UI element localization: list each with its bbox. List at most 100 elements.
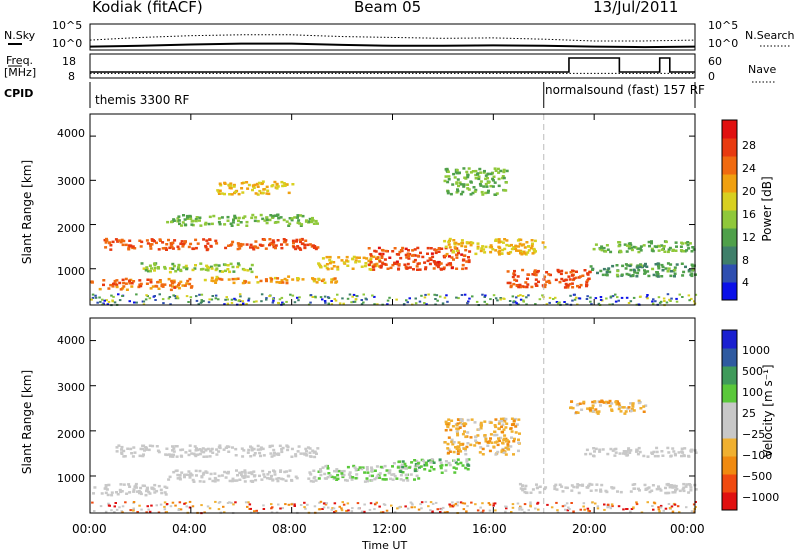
velocity-panel-cell	[180, 471, 184, 474]
power-panel-cell	[336, 293, 339, 296]
power-panel-cell	[651, 300, 654, 303]
velocity-panel-cell	[390, 504, 393, 507]
power-panel-cell	[332, 261, 336, 264]
power-panel-cell	[270, 278, 274, 281]
power-panel-cell	[516, 239, 520, 242]
velocity-panel-cell	[327, 506, 330, 509]
power-panel-cell	[646, 294, 649, 296]
velocity-panel-cell	[413, 469, 417, 473]
power-panel-cell	[217, 220, 221, 224]
velocity-panel-cell	[188, 444, 192, 447]
power-panel-cell	[190, 223, 194, 226]
velocity-panel-cell	[119, 483, 123, 486]
velocity-panel-cell	[424, 461, 428, 464]
velocity-panel-cell	[322, 502, 326, 505]
power-panel-cell	[397, 268, 400, 271]
power-panel-cell	[423, 296, 427, 299]
velocity-panel-cell	[473, 444, 477, 447]
power-panel-cell	[485, 185, 489, 188]
power-panel-cell	[415, 265, 419, 268]
velocity-panel-cell	[529, 491, 533, 494]
power-panel-cell	[352, 300, 355, 303]
power-panel-cell	[239, 295, 242, 298]
power-panel-cell	[233, 214, 237, 218]
power-panel-cell	[516, 275, 520, 278]
velocity-panel-cell	[139, 486, 143, 490]
power-panel-cell	[182, 214, 185, 217]
velocity-panel-cell	[374, 476, 378, 480]
velocity-panel-cell	[587, 484, 591, 487]
velocity-panel-cell	[225, 446, 228, 449]
velocity-panel-cell	[646, 501, 649, 504]
velocity-panel-cell	[494, 509, 497, 512]
velocity-panel-cell	[478, 451, 482, 454]
velocity-panel-cell	[401, 460, 405, 463]
velocity-panel-cell	[609, 507, 612, 510]
velocity-panel-cell	[308, 451, 312, 455]
power-panel-cell	[631, 274, 635, 278]
power-panel-cell	[275, 182, 279, 186]
velocity-panel-cell	[484, 437, 488, 441]
power-panel-cell	[364, 297, 367, 300]
power-panel-cell	[421, 255, 425, 259]
power-panel-cell	[117, 239, 121, 242]
power-panel-cell	[252, 248, 256, 251]
velocity-panel-cell	[195, 447, 198, 450]
power-panel-cell	[660, 248, 664, 251]
velocity-panel-cell	[340, 507, 343, 510]
velocity-panel-cell	[447, 461, 451, 465]
power-panel-cell	[181, 221, 185, 224]
velocity-panel-cell	[444, 460, 448, 463]
velocity-panel-cell	[624, 410, 628, 413]
x-tick: 20:00	[572, 522, 607, 536]
velocity-panel-cell	[509, 445, 513, 448]
velocity-panel-cell	[321, 466, 325, 469]
velocity-panel-cell	[321, 508, 324, 510]
power-panel-cell	[269, 242, 273, 246]
velocity-panel-cell	[598, 450, 602, 453]
power-panel-cell	[189, 215, 192, 219]
power-panel-cell	[448, 246, 452, 249]
power-panel-cell	[276, 239, 280, 242]
velocity-panel-cell	[138, 454, 142, 458]
velocity-panel-cell	[209, 450, 213, 453]
power-panel-cell	[243, 215, 247, 218]
velocity-panel-cell	[570, 484, 574, 487]
velocity-panel-cell	[454, 446, 457, 449]
velocity-panel-cell	[253, 452, 257, 455]
velocity-panel-cell	[689, 450, 693, 453]
freq-tick-top: 18	[62, 55, 76, 68]
power-panel-cell	[271, 216, 275, 219]
velocity-panel-cell	[371, 474, 374, 478]
power-panel-cell	[643, 269, 646, 272]
velocity-panel-cell	[488, 440, 492, 443]
velocity-panel-cell	[504, 437, 508, 441]
power-panel-cell	[650, 247, 654, 251]
velocity-panel-cell	[694, 501, 697, 503]
velocity-panel-cell	[464, 435, 468, 439]
power-panel-cell	[151, 239, 155, 242]
power-panel-cell	[179, 268, 182, 272]
velocity-panel-cell	[423, 468, 427, 471]
velocity-panel-cell	[365, 477, 369, 480]
power-panel-cell	[231, 240, 235, 244]
power-panel-cell	[468, 297, 471, 300]
power-panel-cell	[179, 280, 183, 284]
power-panel-cell	[405, 299, 408, 302]
power-panel-cell	[662, 297, 666, 300]
velocity-panel-cell	[326, 475, 330, 479]
velocity-panel-cell	[674, 484, 678, 488]
velocity-panel-cell	[290, 447, 294, 451]
velocity-panel-cell	[277, 452, 281, 456]
velocity-panel-cell	[322, 506, 326, 509]
velocity-panel-cell	[434, 501, 438, 504]
power-panel-cell	[163, 265, 167, 269]
power-panel-cell	[447, 240, 451, 244]
power-panel-cell	[560, 277, 564, 281]
velocity-panel-cell	[669, 484, 673, 487]
velocity-panel-cell	[417, 508, 421, 511]
power-panel-cell	[502, 297, 505, 300]
power-panel-cell	[139, 284, 143, 288]
power-panel-cell	[651, 267, 655, 271]
freq-unit-label: [MHz]	[4, 66, 37, 79]
